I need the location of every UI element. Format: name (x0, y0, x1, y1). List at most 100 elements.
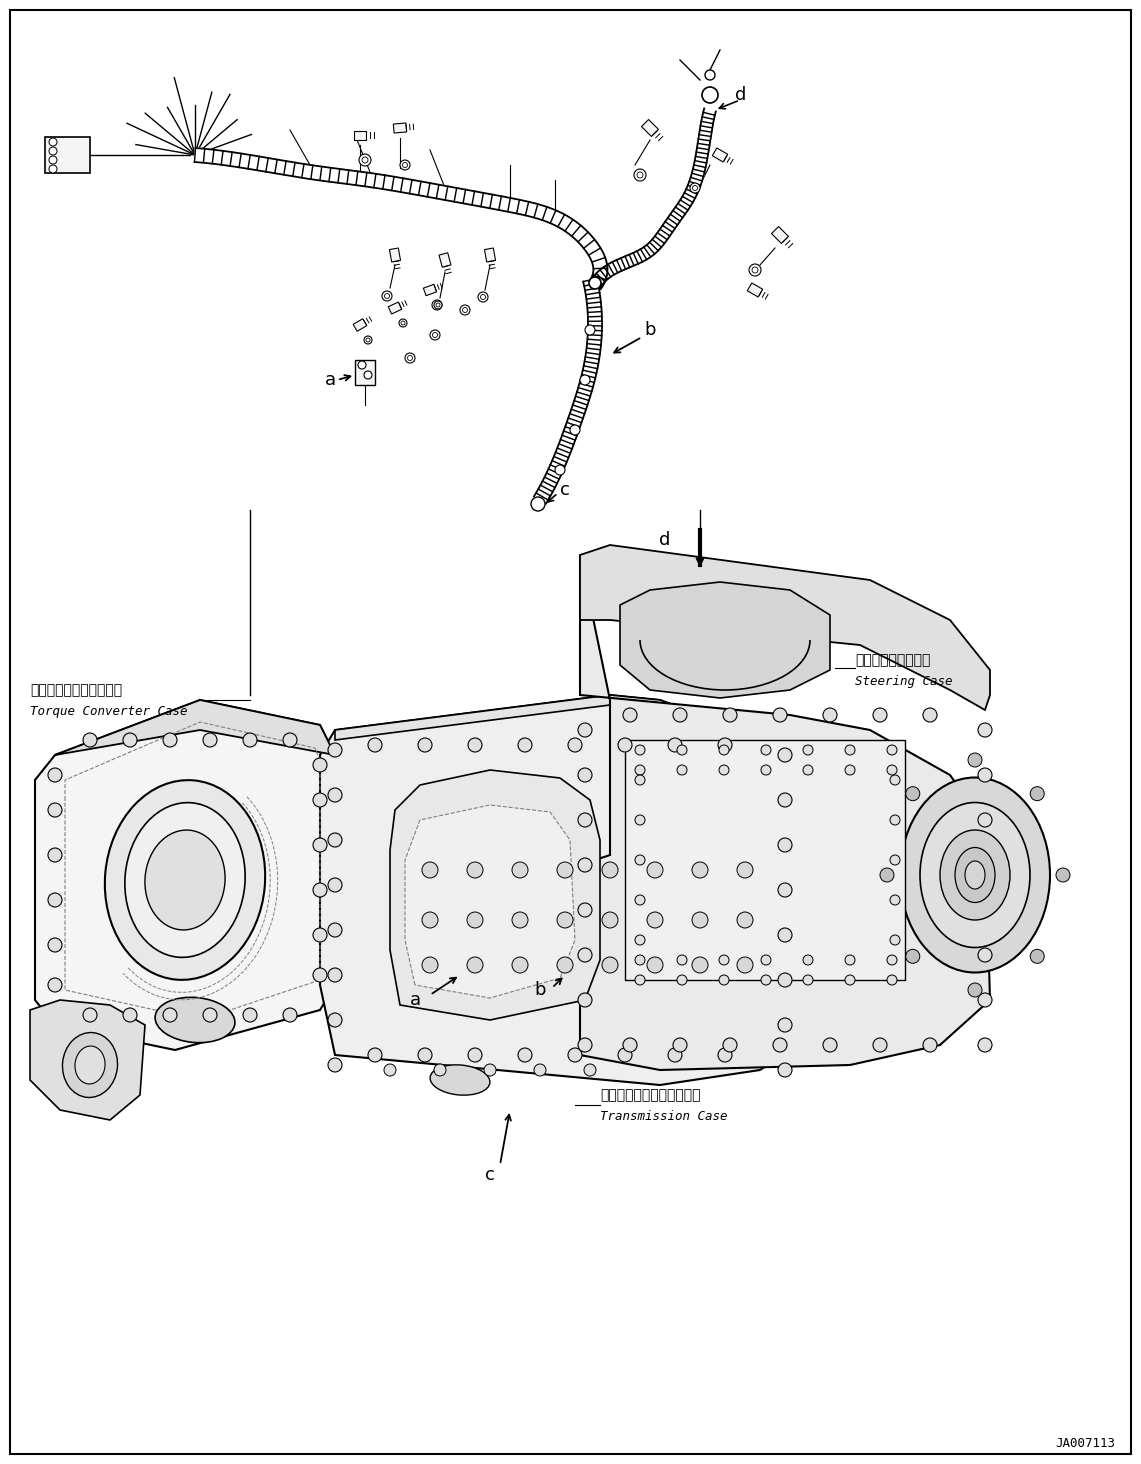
Circle shape (531, 496, 545, 511)
Text: Steering Case: Steering Case (855, 675, 953, 688)
Circle shape (845, 766, 855, 774)
Circle shape (568, 1048, 582, 1061)
Circle shape (723, 709, 737, 722)
Ellipse shape (965, 861, 985, 889)
Circle shape (313, 883, 327, 897)
Ellipse shape (940, 830, 1010, 919)
Circle shape (578, 769, 592, 782)
Text: d: d (659, 531, 671, 549)
Circle shape (978, 1038, 992, 1053)
Circle shape (880, 868, 895, 881)
Text: d: d (735, 86, 746, 104)
Circle shape (49, 138, 57, 146)
Circle shape (845, 745, 855, 755)
Circle shape (385, 1064, 396, 1076)
Circle shape (761, 955, 771, 965)
Circle shape (890, 855, 900, 865)
Ellipse shape (920, 802, 1030, 947)
Circle shape (163, 733, 177, 747)
Circle shape (691, 862, 709, 878)
Text: b: b (534, 981, 545, 998)
Circle shape (778, 974, 792, 987)
Circle shape (366, 338, 370, 343)
Circle shape (647, 862, 663, 878)
Circle shape (313, 758, 327, 772)
Circle shape (618, 738, 632, 752)
Circle shape (313, 928, 327, 941)
Circle shape (718, 1048, 733, 1061)
Circle shape (667, 1048, 682, 1061)
Circle shape (478, 291, 488, 302)
Circle shape (512, 957, 528, 974)
Text: トランスミッションケース: トランスミッションケース (600, 1088, 701, 1102)
Polygon shape (641, 120, 658, 136)
Circle shape (737, 862, 753, 878)
Circle shape (702, 86, 718, 102)
Circle shape (906, 786, 920, 801)
Text: ステアリングケース: ステアリングケース (855, 653, 930, 668)
Circle shape (636, 774, 645, 785)
Circle shape (803, 975, 814, 985)
Circle shape (369, 738, 382, 752)
Circle shape (48, 848, 62, 862)
Circle shape (752, 266, 758, 272)
Circle shape (845, 955, 855, 965)
Circle shape (313, 968, 327, 982)
Circle shape (673, 1038, 687, 1053)
Polygon shape (485, 247, 495, 262)
Circle shape (578, 858, 592, 873)
Text: Torque Converter Case: Torque Converter Case (30, 706, 187, 719)
Circle shape (761, 745, 771, 755)
Circle shape (968, 982, 982, 997)
Polygon shape (580, 545, 990, 710)
Circle shape (578, 723, 592, 736)
Polygon shape (35, 700, 335, 1050)
Circle shape (890, 774, 900, 785)
Ellipse shape (430, 1064, 489, 1095)
Circle shape (623, 1038, 637, 1053)
Circle shape (719, 766, 729, 774)
Circle shape (407, 356, 413, 360)
Circle shape (163, 1009, 177, 1022)
Circle shape (467, 957, 483, 974)
Polygon shape (355, 360, 375, 385)
Circle shape (978, 813, 992, 827)
Bar (44, 138, 90, 173)
Circle shape (690, 183, 699, 193)
Ellipse shape (63, 1032, 118, 1098)
Polygon shape (354, 319, 367, 331)
Polygon shape (439, 253, 451, 268)
Circle shape (578, 949, 592, 962)
Circle shape (845, 975, 855, 985)
Circle shape (968, 752, 982, 767)
Circle shape (580, 375, 590, 385)
Circle shape (589, 277, 601, 288)
Circle shape (83, 1009, 97, 1022)
Ellipse shape (124, 802, 245, 957)
Circle shape (434, 302, 442, 309)
Circle shape (283, 1009, 297, 1022)
Circle shape (203, 733, 217, 747)
Circle shape (887, 766, 897, 774)
Circle shape (512, 912, 528, 928)
Circle shape (364, 370, 372, 379)
Circle shape (887, 975, 897, 985)
Polygon shape (423, 284, 437, 296)
Bar (625, 739, 905, 979)
Circle shape (677, 955, 687, 965)
Circle shape (327, 1013, 342, 1028)
Circle shape (399, 319, 407, 326)
Circle shape (677, 975, 687, 985)
Circle shape (887, 955, 897, 965)
Circle shape (403, 163, 407, 167)
Circle shape (578, 993, 592, 1007)
Circle shape (467, 862, 483, 878)
Circle shape (432, 300, 442, 310)
Circle shape (803, 745, 814, 755)
Circle shape (557, 957, 573, 974)
Circle shape (636, 745, 645, 755)
Polygon shape (394, 123, 406, 133)
Circle shape (636, 955, 645, 965)
Circle shape (460, 305, 470, 315)
Circle shape (719, 955, 729, 965)
